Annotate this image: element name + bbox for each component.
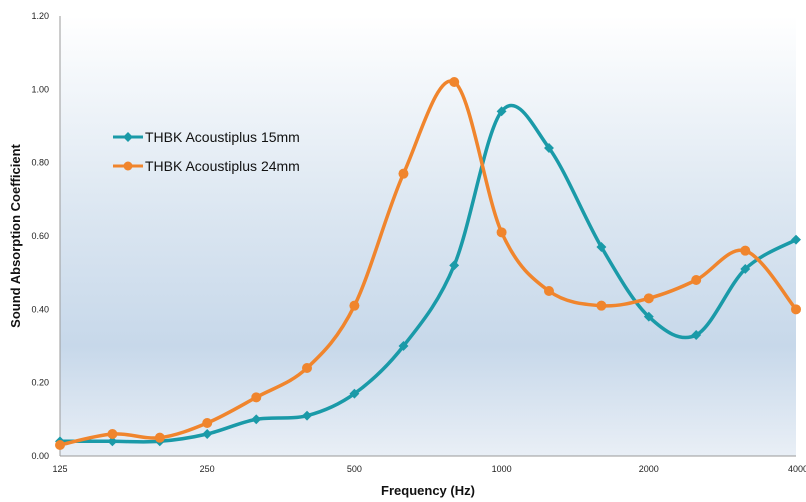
data-point-diamond [107, 436, 118, 447]
y-tick-label: 1.00 [31, 84, 49, 94]
data-point-diamond [302, 410, 312, 421]
data-point-circle [154, 432, 165, 443]
data-point-circle [107, 429, 118, 439]
data-point-circle [740, 245, 751, 256]
x-tick-label: 125 [52, 464, 67, 474]
data-point-circle [251, 392, 262, 403]
data-point-diamond [791, 234, 801, 245]
data-point-circle [398, 168, 409, 179]
plot-area [60, 16, 796, 456]
data-point-circle [791, 304, 801, 315]
y-tick-label: 0.40 [31, 304, 49, 314]
data-point-diamond [691, 330, 702, 340]
x-tick-label: 4000 [788, 464, 806, 474]
y-tick-label: 0.60 [31, 231, 49, 241]
legend-marker-24mm [123, 161, 133, 171]
data-point-diamond [202, 429, 213, 439]
data-point-circle [643, 293, 654, 304]
series-layer [55, 77, 801, 450]
legend-item-24mm: THBK Acoustiplus 24mm [113, 158, 300, 174]
data-point-circle [543, 286, 554, 296]
y-axis-title: Sound Absorption Coefficient [8, 143, 23, 327]
data-point-circle [449, 77, 460, 87]
x-tick-label: 250 [200, 464, 215, 474]
data-point-circle [349, 300, 360, 311]
y-tick-label: 1.20 [31, 11, 49, 21]
y-tick-label: 0.20 [31, 378, 49, 388]
data-point-diamond [740, 264, 751, 274]
x-tick-label: 2000 [639, 464, 659, 474]
series-15mm [55, 103, 801, 447]
data-point-circle [55, 440, 65, 450]
legend-label-15mm: THBK Acoustiplus 15mm [145, 129, 300, 145]
data-point-diamond [496, 106, 507, 117]
legend-item-15mm: THBK Acoustiplus 15mm [113, 129, 300, 145]
data-point-diamond [449, 260, 460, 271]
data-point-circle [691, 275, 702, 285]
data-point-circle [596, 300, 607, 311]
x-tick-labels: 125 250 500 1000 2000 4000 [52, 464, 806, 474]
series-24mm [55, 77, 801, 450]
legend-marker-15mm [123, 132, 133, 142]
y-tick-label: 0.80 [31, 158, 49, 168]
x-axis-title: Frequency (Hz) [381, 483, 475, 498]
x-tick-label: 1000 [492, 464, 512, 474]
data-point-circle [202, 418, 213, 428]
y-tick-label: 0.00 [31, 451, 49, 461]
data-point-circle [496, 227, 507, 238]
x-tick-label: 500 [347, 464, 362, 474]
legend-label-24mm: THBK Acoustiplus 24mm [145, 158, 300, 174]
legend: THBK Acoustiplus 15mm THBK Acoustiplus 2… [113, 129, 300, 174]
series-line [59, 79, 798, 447]
y-tick-labels: 0.00 0.20 0.40 0.60 0.80 1.00 1.20 [31, 11, 49, 461]
data-point-circle [302, 363, 313, 373]
